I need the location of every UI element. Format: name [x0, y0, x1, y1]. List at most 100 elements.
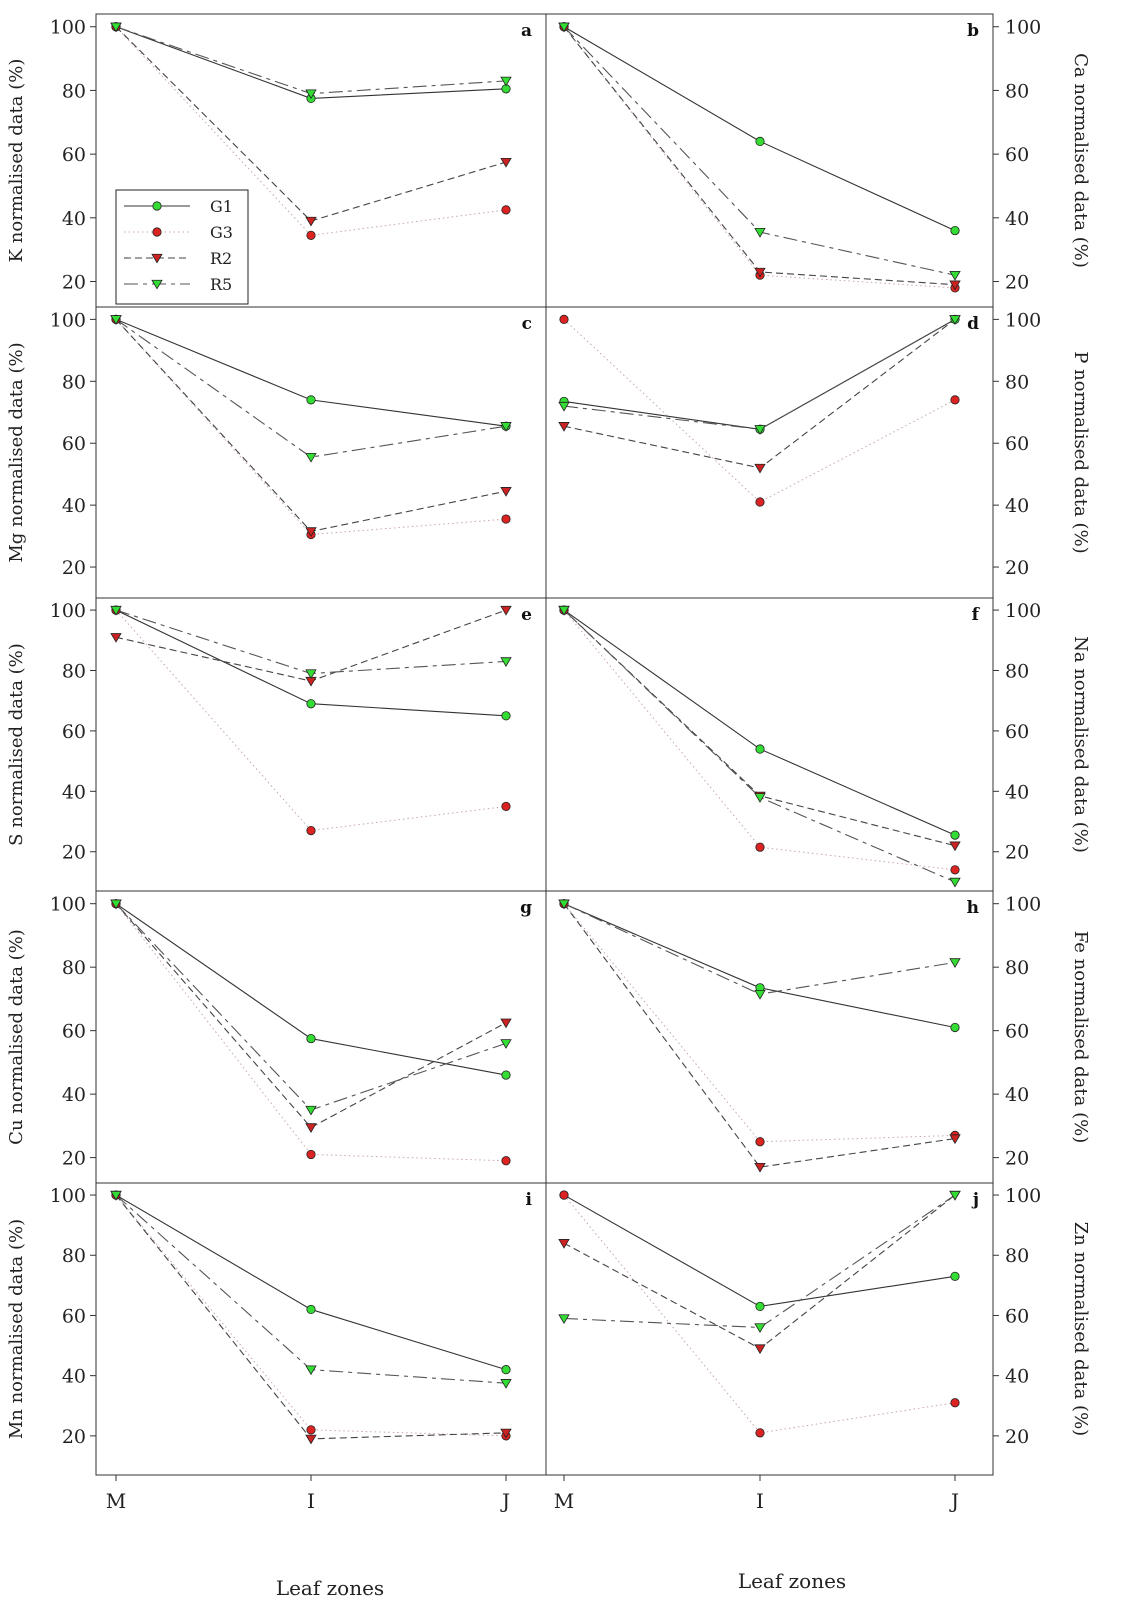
point-R2 — [500, 1018, 512, 1029]
panel-label-g: g — [520, 898, 532, 918]
legend-entry-G1: G1 — [124, 197, 233, 216]
point-G1 — [950, 1271, 960, 1281]
y-axis-title-c: Mg normalised data (%) — [6, 342, 27, 562]
y-tick-label: 100 — [1005, 600, 1041, 622]
series-line-G3 — [115, 319, 507, 536]
point-G1 — [306, 1304, 316, 1315]
point-R5 — [305, 452, 317, 463]
point-R5 — [949, 271, 961, 281]
point-G1 — [755, 744, 765, 754]
y-axis-title-a: K normalised data (%) — [6, 59, 27, 263]
series-line-R2 — [563, 903, 956, 1168]
point-G3 — [755, 1137, 765, 1147]
legend-marker — [152, 227, 162, 237]
point-R5 — [305, 1365, 317, 1376]
point-R5 — [558, 1314, 570, 1325]
y-tick-label: 80 — [62, 957, 86, 979]
x-tick-label: J — [500, 1489, 510, 1513]
panel-h: 20 40 60 80 100 Fe normalised data (%) h — [558, 894, 1091, 1173]
series-line-G1 — [563, 903, 956, 1029]
panel-d: 20 40 60 80 100 P normalised data (%) d — [558, 309, 1091, 579]
point-R2 — [754, 1162, 766, 1173]
y-tick-label: 20 — [1005, 272, 1029, 294]
y-tick-label: 40 — [1005, 1366, 1029, 1388]
point-R5 — [949, 958, 961, 968]
y-axis-title-i: Mn normalised data (%) — [6, 1219, 27, 1439]
y-tick-label: 20 — [1005, 1426, 1029, 1448]
point-G1 — [306, 395, 316, 405]
legend-marker — [152, 201, 162, 211]
y-tick-label: 100 — [50, 894, 86, 916]
legend-entry-R5: R5 — [124, 275, 232, 294]
y-tick-label: 20 — [1005, 557, 1029, 579]
point-R2 — [754, 1344, 766, 1355]
series-line-R5 — [115, 26, 507, 95]
point-R2 — [558, 1239, 570, 1249]
y-axis-title-e: S normalised data (%) — [6, 643, 27, 846]
point-R2 — [558, 422, 570, 432]
y-tick-label: 40 — [62, 1084, 86, 1106]
y-tick-label: 60 — [62, 1305, 86, 1327]
point-R5 — [754, 990, 766, 1000]
point-R2 — [305, 216, 317, 227]
y-tick-label: 60 — [62, 433, 86, 455]
point-R2 — [500, 605, 512, 616]
y-axis-title-g: Cu normalised data (%) — [6, 929, 27, 1145]
point-R5 — [500, 76, 512, 87]
point-G3 — [501, 514, 511, 524]
point-R2 — [110, 633, 122, 643]
panel-f: 20 40 60 80 100 Na normalised data (%) f — [558, 600, 1091, 888]
y-axis-title-j: Zn normalised data (%) — [1070, 1222, 1091, 1436]
point-R5 — [110, 1190, 122, 1201]
point-R2 — [305, 1434, 317, 1445]
legend-marker — [151, 253, 163, 264]
y-tick-label: 20 — [62, 557, 86, 579]
point-G3 — [306, 1149, 316, 1160]
point-R5 — [110, 315, 122, 325]
point-R5 — [305, 89, 317, 100]
point-R5 — [558, 605, 570, 616]
point-R5 — [110, 899, 122, 910]
y-tick-label: 100 — [50, 309, 86, 331]
y-tick-label: 60 — [1005, 1305, 1029, 1327]
point-G3 — [755, 497, 765, 507]
series-line-R2 — [115, 1194, 507, 1440]
y-tick-label: 100 — [1005, 894, 1041, 916]
x-axis-title-left: Leaf zones — [276, 1576, 384, 1600]
legend: G1 G3 R2 R5 — [115, 189, 249, 305]
y-tick-label: 40 — [1005, 781, 1029, 803]
series-line-R5 — [563, 318, 956, 430]
panel-c: 20 40 60 80 100 Mg normalised data (%) c — [6, 309, 532, 579]
y-tick-label: 20 — [62, 842, 86, 864]
panel-g: 20 40 60 80 100 Cu normalised data (%) g — [6, 894, 532, 1170]
x-tick-label: J — [949, 1489, 959, 1513]
series-line-G3 — [115, 26, 507, 236]
point-R5 — [558, 401, 570, 412]
series-line-R2 — [563, 26, 956, 286]
y-tick-label: 40 — [62, 1366, 86, 1388]
x-axis-title-right: Leaf zones — [738, 1569, 846, 1593]
y-tick-label: 60 — [62, 144, 86, 166]
point-R2 — [754, 463, 766, 474]
y-tick-label: 80 — [1005, 1245, 1029, 1267]
point-R2 — [500, 1428, 512, 1439]
point-R5 — [110, 605, 122, 616]
legend-label: G3 — [210, 223, 233, 242]
point-R5 — [500, 1379, 512, 1389]
point-G3 — [306, 825, 316, 836]
panel-label-a: a — [521, 21, 532, 41]
point-G1 — [501, 711, 511, 721]
point-R5 — [558, 22, 570, 33]
y-axis-title-f: Na normalised data (%) — [1070, 636, 1091, 853]
y-tick-label: 100 — [50, 17, 86, 39]
panel-b: 20 40 60 80 100 Ca normalised data (%) b — [558, 17, 1091, 294]
y-tick-label: 60 — [62, 721, 86, 743]
series-line-G1 — [115, 26, 507, 99]
y-tick-label: 100 — [1005, 1185, 1041, 1207]
point-R5 — [110, 22, 122, 33]
y-tick-label: 80 — [62, 371, 86, 393]
panel-label-f: f — [972, 605, 981, 625]
x-tick-label: M — [554, 1489, 574, 1513]
legend-marker — [151, 279, 163, 290]
